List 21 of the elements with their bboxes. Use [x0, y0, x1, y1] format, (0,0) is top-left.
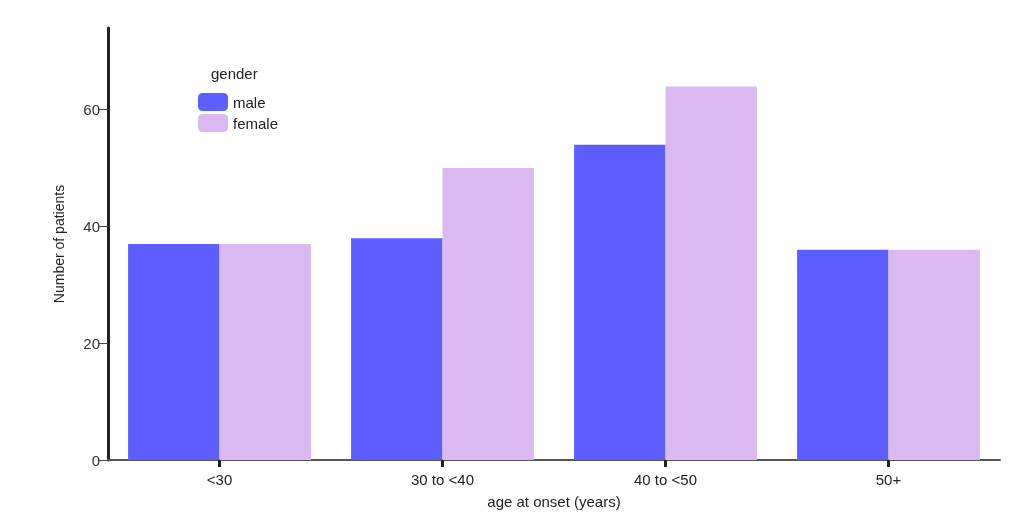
bar [574, 144, 666, 460]
bar [888, 249, 980, 460]
x-tick-label: 30 to <40 [411, 471, 474, 488]
y-axis-title: Number of patients [51, 184, 67, 304]
bar [128, 244, 220, 460]
y-tick-label: 0 [91, 451, 100, 469]
legend-label: female [233, 114, 279, 132]
y-tick-label: 60 [83, 101, 100, 119]
x-tick-label: 40 to <50 [634, 471, 697, 488]
y-tick-label: 20 [83, 334, 100, 352]
legend-title: gender [211, 65, 258, 82]
y-tick-label: 40 [83, 217, 100, 235]
legend-label: male [233, 93, 266, 111]
bar [797, 249, 889, 460]
x-tick-label: 50+ [875, 471, 902, 488]
bar [442, 168, 534, 460]
x-axis-title: age at onset (years) [487, 493, 621, 510]
bar [351, 238, 443, 460]
bar [219, 244, 311, 460]
bar [665, 86, 757, 460]
x-tick-label: <30 [206, 471, 233, 488]
